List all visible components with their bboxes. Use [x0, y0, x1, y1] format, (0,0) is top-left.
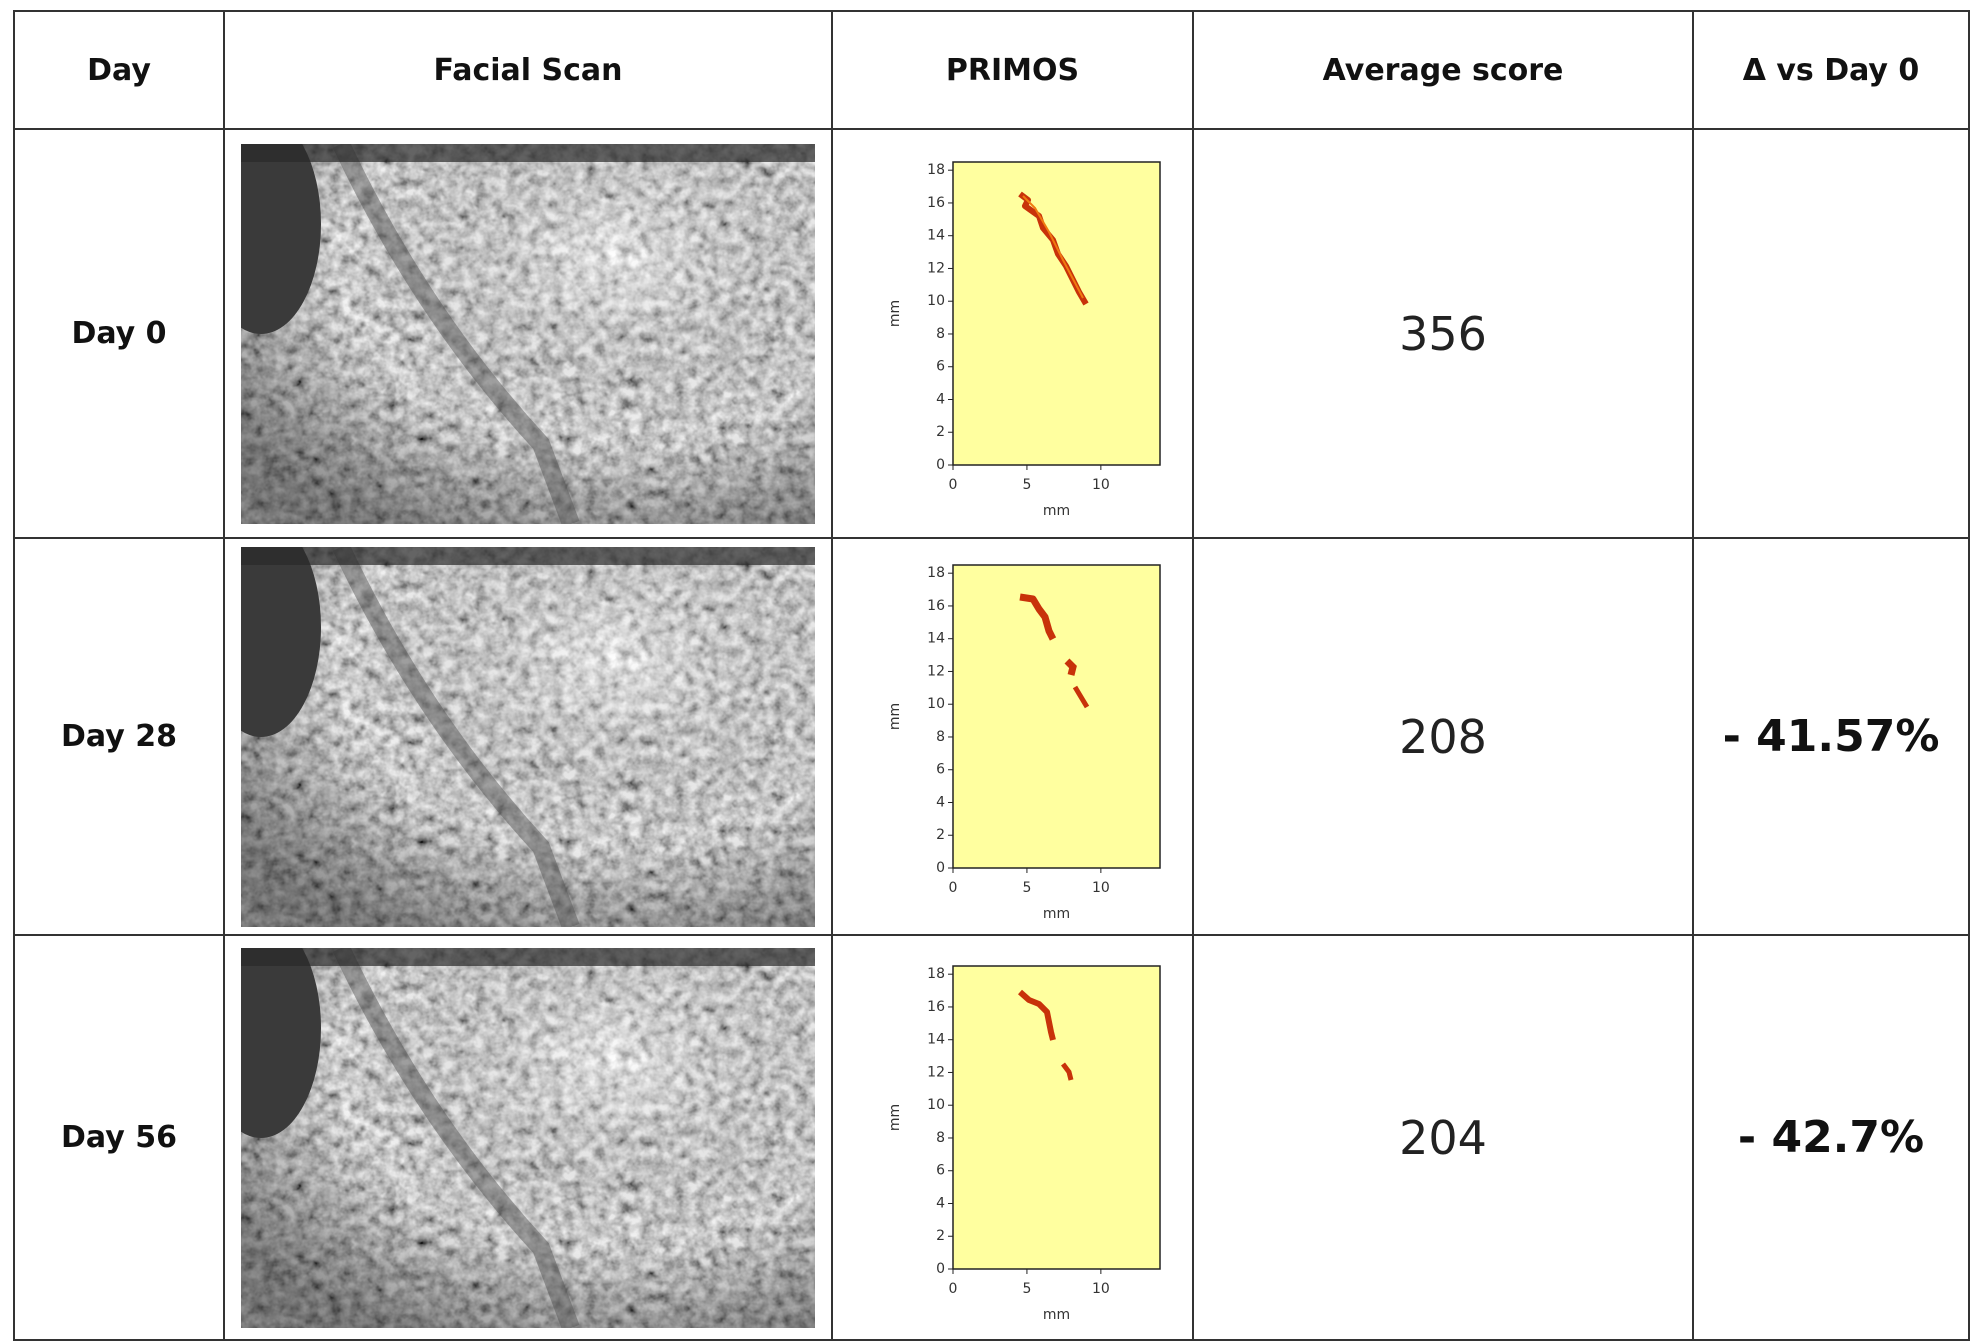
primos-cell: 0 2 4 6 8 10 12 14 16 18 0 5 10 mm mm	[831, 128, 1194, 539]
header-cell: Δ vs Day 0	[1692, 10, 1970, 130]
day-cell: Day 0	[13, 128, 225, 539]
header-cell: Facial Scan	[223, 10, 833, 130]
wrinkle	[1018, 593, 1089, 709]
x-axis-label: mm	[1042, 1307, 1069, 1323]
y-tick-label: 2	[936, 424, 945, 440]
plot-area	[951, 965, 1161, 1270]
day-cell: Day 28	[13, 537, 225, 936]
y-tick-label: 6	[936, 762, 945, 778]
primos-plot: 0 2 4 6 8 10 12 14 16 18 0 5 10 mm mm	[887, 161, 1161, 519]
y-tick-label: 12	[927, 663, 945, 679]
primos-plot: 0 2 4 6 8 10 12 14 16 18 0 5 10 mm mm	[887, 564, 1161, 922]
y-tick-label: 4	[936, 391, 945, 407]
x-axis-label: mm	[1042, 906, 1069, 922]
x-tick-label: 0	[948, 1281, 957, 1297]
y-tick-label: 8	[936, 729, 945, 745]
x-tick-label: 10	[1091, 477, 1109, 493]
x-axis-label: mm	[1042, 503, 1069, 519]
y-tick-label: 0	[936, 457, 945, 473]
y-tick-label: 2	[936, 1228, 945, 1244]
delta-cell: - 42.7%	[1692, 934, 1970, 1341]
y-axis-label: mm	[887, 300, 903, 327]
y-tick-label: 4	[936, 794, 945, 810]
primos-cell: 0 2 4 6 8 10 12 14 16 18 0 5 10 mm mm	[831, 934, 1194, 1341]
facial-scan	[241, 948, 815, 1328]
x-tick-label: 0	[948, 477, 957, 493]
x-tick-label: 5	[1022, 477, 1031, 493]
y-tick-label: 12	[927, 1064, 945, 1080]
plot-area	[951, 161, 1161, 466]
delta-cell	[1692, 128, 1970, 539]
y-tick-label: 12	[927, 260, 945, 276]
x-tick-label: 5	[1022, 1281, 1031, 1297]
facial-scan	[241, 547, 815, 927]
score-cell: 356	[1192, 128, 1694, 539]
y-tick-label: 10	[927, 696, 945, 712]
y-tick-label: 10	[927, 1097, 945, 1113]
primos-cell: 0 2 4 6 8 10 12 14 16 18 0 5 10 mm mm	[831, 537, 1194, 936]
row: Day 0 0 2 4 6 8 10 12 14 16 18 0 5 10 mm mm 356	[13, 128, 1970, 539]
row: Day 28 0 2 4 6 8 10 12 14 16 18 0 5 10 mm mm 208 - 41.…	[13, 537, 1970, 936]
y-tick-label: 6	[936, 1163, 945, 1179]
score-cell: 204	[1192, 934, 1694, 1341]
wrinkle	[1017, 191, 1089, 306]
y-tick-label: 16	[927, 598, 945, 614]
y-tick-label: 2	[936, 827, 945, 843]
y-tick-label: 10	[927, 293, 945, 309]
y-tick-label: 16	[927, 195, 945, 211]
y-axis-label: mm	[887, 1104, 903, 1131]
y-tick-label: 18	[927, 966, 945, 982]
header-cell: Day	[13, 10, 225, 130]
y-tick-label: 8	[936, 1130, 945, 1146]
x-tick-label: 10	[1091, 880, 1109, 896]
x-tick-label: 5	[1022, 880, 1031, 896]
results-table: Day Facial Scan PRIMOS Average score Δ v…	[13, 10, 1970, 1341]
header-cell: PRIMOS	[831, 10, 1194, 130]
header-row: Day Facial Scan PRIMOS Average score Δ v…	[13, 10, 1970, 130]
x-tick-label: 10	[1091, 1281, 1109, 1297]
y-tick-label: 16	[927, 999, 945, 1015]
y-tick-label: 0	[936, 1261, 945, 1277]
facial-scan	[241, 144, 815, 524]
y-tick-label: 14	[927, 631, 945, 647]
y-tick-label: 18	[927, 565, 945, 581]
y-tick-label: 4	[936, 1195, 945, 1211]
plot-area	[951, 564, 1161, 869]
header-cell: Average score	[1192, 10, 1694, 130]
scan-cell	[223, 537, 833, 936]
y-tick-label: 8	[936, 326, 945, 342]
scan-cell	[223, 128, 833, 539]
y-tick-label: 14	[927, 228, 945, 244]
y-tick-label: 18	[927, 162, 945, 178]
y-tick-label: 6	[936, 359, 945, 375]
delta-cell: - 41.57%	[1692, 537, 1970, 936]
y-tick-label: 14	[927, 1032, 945, 1048]
primos-plot: 0 2 4 6 8 10 12 14 16 18 0 5 10 mm mm	[887, 965, 1161, 1323]
row: Day 56 0 2 4 6 8 10 12 14 16 18 0 5 10 mm mm 204 - 42.…	[13, 934, 1970, 1341]
y-axis-label: mm	[887, 703, 903, 730]
x-tick-label: 0	[948, 880, 957, 896]
score-cell: 208	[1192, 537, 1694, 936]
scan-cell	[223, 934, 833, 1341]
day-cell: Day 56	[13, 934, 225, 1341]
y-tick-label: 0	[936, 860, 945, 876]
wrinkle	[1017, 989, 1073, 1081]
